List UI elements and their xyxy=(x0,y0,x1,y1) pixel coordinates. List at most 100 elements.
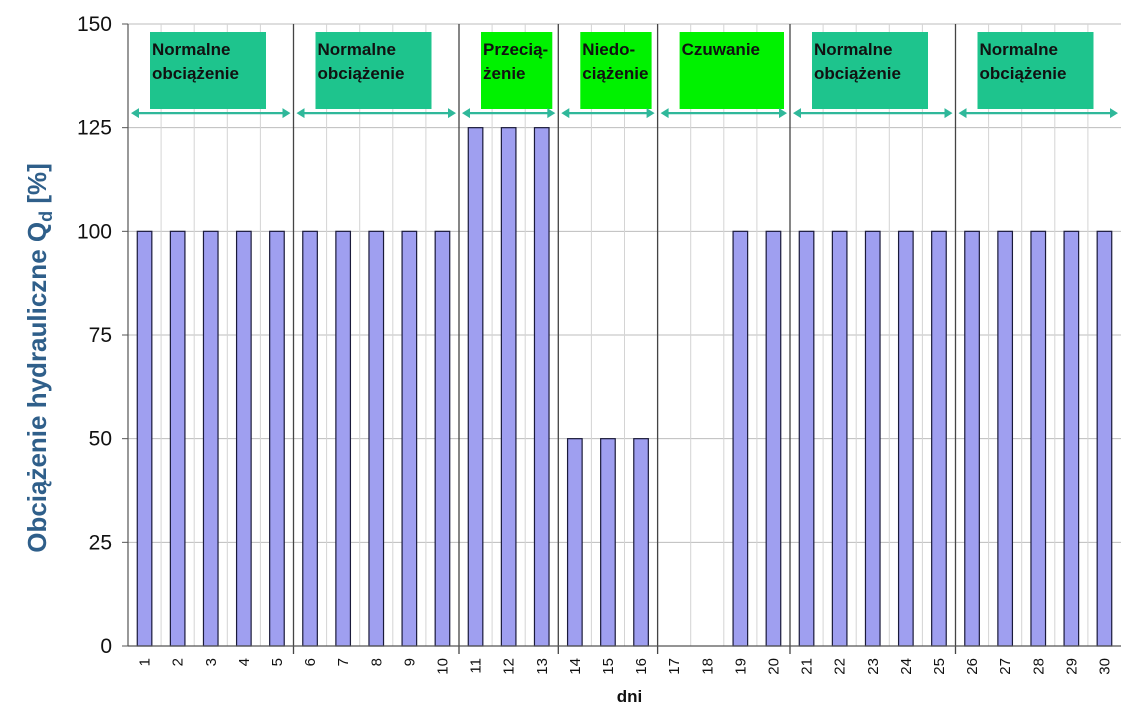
phase-arrow-head-left xyxy=(462,108,470,119)
phase-label: obciążenie xyxy=(318,64,405,83)
bar xyxy=(202,230,219,647)
x-tick-label: 9 xyxy=(401,658,418,666)
phase-box xyxy=(481,32,553,109)
x-tick-label: 26 xyxy=(964,658,981,675)
x-tick-label: 23 xyxy=(865,658,882,675)
y-tick-label: 75 xyxy=(89,324,112,347)
y-axis-label: Obciążenie hydrauliczne Qd [%] xyxy=(22,163,56,553)
phase-label: obciążenie xyxy=(152,64,239,83)
bar xyxy=(1030,230,1047,647)
bar xyxy=(269,230,285,647)
phase-arrow-head-right xyxy=(547,108,556,119)
x-tick-label: 16 xyxy=(633,658,650,675)
x-tick-label: 29 xyxy=(1063,658,1080,675)
bar xyxy=(500,127,517,647)
bar xyxy=(1063,230,1080,647)
phase-label: obciążenie xyxy=(980,64,1067,83)
bar xyxy=(798,230,815,647)
x-tick-label: 15 xyxy=(600,658,617,675)
x-tick-label: 5 xyxy=(269,658,286,666)
bar xyxy=(964,230,980,647)
bar xyxy=(831,230,848,647)
phase-box xyxy=(812,32,928,109)
phase-box xyxy=(580,32,652,109)
x-tick-label: 22 xyxy=(832,658,849,675)
phase: Normalne obciążenie xyxy=(958,32,1118,119)
phase-annotations: Normalne obciążenie Normalne obciążenie Prze… xyxy=(131,32,1118,119)
x-tick-label: 12 xyxy=(501,658,518,675)
x-tick-label: 25 xyxy=(931,658,948,675)
x-tick-label: 10 xyxy=(434,658,451,675)
phase-label: Normalne xyxy=(814,40,892,59)
x-tick-label: 24 xyxy=(898,658,915,675)
phase-label: ciążenie xyxy=(582,64,648,83)
x-tick-label: 7 xyxy=(335,658,352,666)
x-tick-label: 18 xyxy=(699,658,716,675)
phase: Niedo-ciążenie xyxy=(561,32,655,119)
bar xyxy=(765,230,782,647)
phase-arrow-head-left xyxy=(296,108,305,119)
bar xyxy=(897,230,914,647)
x-tick-label: 28 xyxy=(1030,658,1047,675)
bar xyxy=(732,230,749,647)
bar xyxy=(368,230,385,647)
y-tick-label: 0 xyxy=(100,635,112,658)
phase-box xyxy=(977,32,1094,109)
bar xyxy=(467,127,484,647)
phase-box xyxy=(150,32,266,109)
x-axis-label: dni xyxy=(617,687,643,706)
phase-label: żenie xyxy=(483,64,526,83)
phase-label: Przecią- xyxy=(483,40,548,59)
x-tick-label: 8 xyxy=(368,658,385,666)
bar xyxy=(1096,230,1113,647)
y-axis-label-subscript: d xyxy=(36,211,56,222)
y-axis-label-unit: [%] xyxy=(22,163,52,211)
y-tick-label: 125 xyxy=(77,117,112,140)
phase: Normalne obciążenie xyxy=(793,32,953,119)
bar xyxy=(136,230,153,647)
bar xyxy=(600,438,616,647)
y-tick-label: 50 xyxy=(89,428,112,451)
bar xyxy=(235,230,252,647)
phase-arrow-head-left xyxy=(958,108,967,119)
bar xyxy=(434,230,451,647)
phase: Przecią-żenie xyxy=(462,32,556,119)
x-tick-label: 13 xyxy=(534,658,551,675)
phase-arrow-head-right xyxy=(1110,108,1118,119)
bar xyxy=(864,230,881,647)
phase-arrow-head-right xyxy=(646,108,655,119)
phase-label: obciążenie xyxy=(814,64,901,83)
x-tick-label: 14 xyxy=(567,658,584,675)
bar xyxy=(401,230,418,647)
phase-arrow-head-left xyxy=(131,108,139,119)
phase: Czuwanie xyxy=(660,32,787,119)
y-tick-label: 25 xyxy=(89,531,112,554)
x-tick-label: 19 xyxy=(732,658,749,675)
x-tick-label: 4 xyxy=(236,658,253,666)
phase-arrow-head-left xyxy=(660,108,669,119)
y-tick-label: 100 xyxy=(77,220,112,243)
phase-label: Normalne xyxy=(980,40,1058,59)
phase-label: Normalne xyxy=(318,40,396,59)
bar xyxy=(335,230,352,647)
x-tick-label: 2 xyxy=(170,658,187,666)
bar xyxy=(566,438,583,647)
phase-box xyxy=(315,32,432,109)
phase-arrow-head-left xyxy=(561,108,570,119)
x-tick-label: 1 xyxy=(137,658,154,666)
phase-label: Normalne xyxy=(152,40,230,59)
phase: Normalne obciążenie xyxy=(296,32,456,119)
bar xyxy=(169,230,186,647)
bars xyxy=(136,127,1113,647)
phase: Normalne obciążenie xyxy=(131,32,291,119)
phase-box xyxy=(679,32,784,109)
x-tick-label: 27 xyxy=(997,658,1014,675)
bar xyxy=(533,127,550,647)
x-tick-label: 11 xyxy=(468,658,485,674)
phase-arrow-head-right xyxy=(448,108,456,119)
phase-label: Niedo- xyxy=(582,40,635,59)
phase-arrow-head-right xyxy=(779,108,787,119)
y-axis-label-main: Obciążenie hydrauliczne Q xyxy=(22,222,52,553)
